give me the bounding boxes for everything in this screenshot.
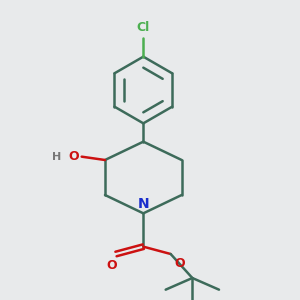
Text: O: O xyxy=(175,257,185,270)
Text: O: O xyxy=(68,150,79,163)
Text: Cl: Cl xyxy=(137,21,150,34)
Text: O: O xyxy=(107,259,117,272)
Text: N: N xyxy=(137,197,149,211)
Text: H: H xyxy=(52,152,61,162)
